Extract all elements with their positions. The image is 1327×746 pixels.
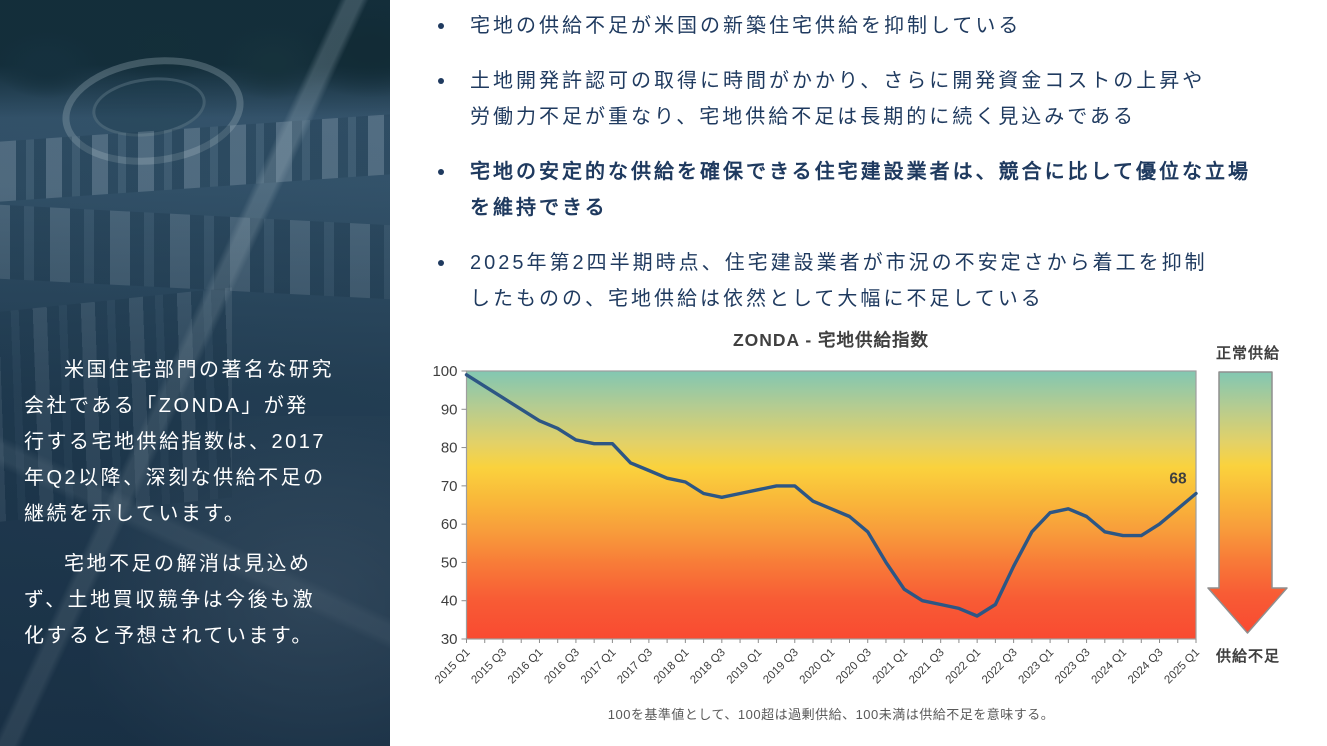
y-axis-label: 90: [441, 401, 458, 418]
x-axis-label: 2023 Q1: [1017, 647, 1057, 687]
y-axis-label: 80: [441, 440, 458, 457]
x-axis-label: 2018 Q3: [688, 647, 728, 687]
x-axis-label: 2024 Q3: [1126, 647, 1166, 687]
x-axis-label: 2019 Q3: [761, 647, 801, 687]
sidebar-panel: 米国住宅部門の著名な研究 会社である「ZONDA」が発 行する宅地供給指数は、2…: [0, 0, 390, 746]
x-axis-label: 2021 Q1: [871, 647, 911, 687]
bullet-list: 宅地の供給不足が米国の新築住宅供給を抑制している 土地開発許認可の取得に時間がか…: [432, 8, 1312, 336]
aerial-housing-photo: [0, 0, 390, 746]
bullet-text: 土地開発許認可の取得に時間がかかり、さらに開発資金コストの上昇や 労働力不足が重…: [470, 70, 1206, 128]
bullet-item-1: 宅地の供給不足が米国の新築住宅供給を抑制している: [432, 8, 1312, 44]
x-axis-label: 2015 Q1: [433, 647, 473, 687]
x-axis-label: 2019 Q1: [725, 647, 765, 687]
arrow-top-label: 正常供給: [1215, 345, 1280, 362]
bullet-item-3: 宅地の安定的な供給を確保できる住宅建設業者は、競合に比して優位な立場 を維持でき…: [432, 154, 1312, 226]
chart-title: ZONDA - 宅地供給指数: [732, 330, 930, 350]
supply-index-line: [464, 373, 1198, 618]
plot-area: [465, 370, 1197, 640]
last-value-label: 68: [1169, 471, 1187, 488]
photo-overlay: [0, 0, 390, 746]
x-axis-label: 2020 Q3: [834, 647, 874, 687]
y-axis-label: 60: [441, 516, 458, 533]
x-axis-label: 2022 Q3: [980, 647, 1020, 687]
bullet-item-2: 土地開発許認可の取得に時間がかかり、さらに開発資金コストの上昇や 労働力不足が重…: [432, 63, 1312, 135]
x-axis-label: 2020 Q1: [798, 647, 838, 687]
x-axis-label: 2017 Q1: [579, 647, 619, 687]
sidebar-paragraph-2: 宅地不足の解消は見込め ず、土地買収競争は今後も激 化すると予想されています。: [24, 553, 316, 647]
y-axis-label: 70: [441, 478, 458, 495]
sidebar-text: 米国住宅部門の著名な研究 会社である「ZONDA」が発 行する宅地供給指数は、2…: [0, 352, 390, 668]
x-axis-label: 2018 Q1: [652, 647, 692, 687]
down-arrow-icon: [1207, 371, 1288, 634]
y-axis-label: 100: [432, 363, 457, 380]
supply-gradient-arrow: [1207, 371, 1288, 634]
chart-caption: 100を基準値として、100超は過剰供給、100未満は供給不足を意味する。: [607, 707, 1055, 722]
bullet-dot: [438, 169, 444, 175]
bullet-dot: [438, 260, 444, 266]
bullet-text: 宅地の安定的な供給を確保できる住宅建設業者は、競合に比して優位な立場 を維持でき…: [470, 161, 1251, 219]
y-axis-label: 50: [441, 554, 458, 571]
x-axis-label: 2022 Q1: [944, 647, 984, 687]
y-axis-label: 30: [441, 631, 458, 648]
bullet-dot: [438, 78, 444, 84]
x-axis-label: 2015 Q3: [469, 647, 509, 687]
bullet-text: 2025年第2四半期時点、住宅建設業者が市況の不安定さから着工を抑制 したものの…: [470, 252, 1208, 310]
bullet-dot: [438, 23, 444, 29]
bullet-text: 宅地の供給不足が米国の新築住宅供給を抑制している: [470, 15, 1022, 37]
x-axis-label: 2021 Q3: [907, 647, 947, 687]
x-axis-label: 2016 Q1: [506, 647, 546, 687]
x-axis-label: 2025 Q1: [1162, 647, 1202, 687]
sidebar-paragraph-1: 米国住宅部門の著名な研究 会社である「ZONDA」が発 行する宅地供給指数は、2…: [24, 359, 334, 525]
y-axis-label: 40: [441, 593, 458, 610]
arrow-bottom-label: 供給不足: [1215, 648, 1280, 665]
bullet-item-4: 2025年第2四半期時点、住宅建設業者が市況の不安定さから着工を抑制 したものの…: [432, 245, 1312, 317]
x-axis-label: 2016 Q3: [542, 647, 582, 687]
x-axis-label: 2017 Q3: [615, 647, 655, 687]
x-axis-label: 2024 Q1: [1089, 647, 1129, 687]
x-axis-label: 2023 Q3: [1053, 647, 1093, 687]
